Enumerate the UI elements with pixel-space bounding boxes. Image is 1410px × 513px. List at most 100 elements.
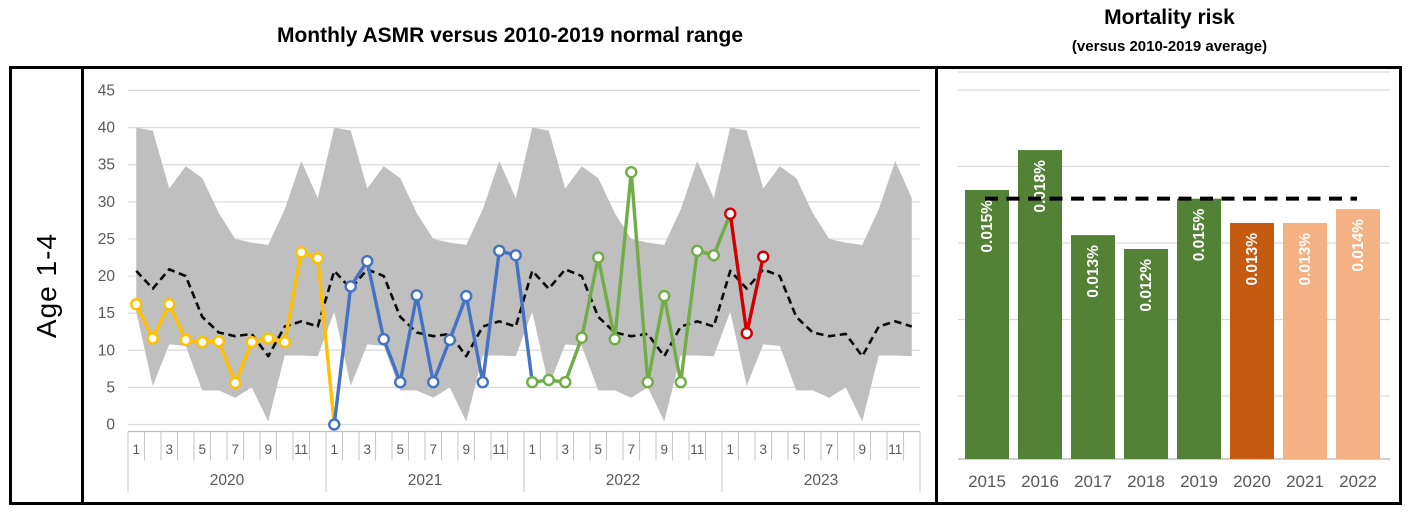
normal-range-band	[136, 127, 912, 422]
series-2020-marker	[212, 335, 225, 348]
average-dashed-line	[135, 268, 913, 358]
bar-year-label: 2020	[1233, 472, 1271, 491]
series-2022-marker	[625, 165, 638, 179]
month-label: 9	[462, 442, 470, 457]
series-2021-marker	[377, 332, 390, 346]
y-axis-label: 25	[98, 231, 115, 248]
bar-2016	[1018, 150, 1062, 459]
series-2021-marker	[493, 244, 506, 258]
month-label: 11	[294, 442, 308, 457]
series-2020-marker	[130, 298, 143, 311]
age-group-label: Age 1-4	[30, 232, 62, 339]
series-2020-marker	[311, 252, 324, 265]
cell-divider-right	[935, 66, 938, 505]
y-axis-label: 15	[98, 305, 115, 322]
y-axis-label: 5	[106, 379, 115, 396]
series-2020-marker	[146, 332, 159, 345]
series-2021-marker	[476, 375, 489, 389]
bar-2019	[1177, 198, 1221, 459]
month-label: 5	[594, 442, 602, 457]
month-label: 1	[330, 442, 338, 457]
year-label: 2023	[804, 472, 838, 489]
series-2022-marker	[608, 332, 621, 346]
year-label: 2020	[210, 472, 245, 489]
left-chart-title: Monthly ASMR versus 2010-2019 normal ran…	[276, 24, 744, 47]
bar-year-label: 2019	[1180, 472, 1218, 491]
series-2022-marker	[542, 373, 555, 387]
series-2021-marker	[394, 375, 407, 389]
cell-divider-left	[81, 66, 84, 505]
series-2021-marker	[328, 418, 341, 431]
series-2020-marker	[278, 335, 291, 349]
month-label: 9	[660, 442, 668, 457]
series-2023-marker	[724, 207, 737, 220]
mortality-bar-chart: 0.015% 2015 0.018% 2016 0.013% 2017 0.012% 2018…	[958, 71, 1390, 491]
right-chart-subtitle: (versus 2010-2019 average)	[1071, 38, 1268, 55]
month-label: 9	[858, 442, 866, 457]
series-2020-marker	[163, 298, 176, 311]
bar-year-label: 2018	[1127, 472, 1165, 491]
month-label: 7	[429, 442, 437, 457]
series-2022-marker	[641, 375, 654, 389]
y-axis-label: 35	[98, 157, 115, 174]
y-axis-label: 10	[98, 342, 116, 359]
bar-value-label: 0.015%	[1191, 208, 1208, 261]
month-label: 5	[198, 442, 206, 457]
series-2022-marker	[526, 375, 539, 389]
month-label: 3	[759, 442, 767, 457]
series-2020-marker	[295, 246, 308, 259]
series-2021-marker	[361, 255, 374, 268]
bar-2022	[1336, 209, 1380, 459]
month-label: 7	[627, 442, 635, 457]
series-2021-marker	[509, 249, 522, 262]
year-label: 2021	[408, 472, 442, 489]
month-label: 11	[888, 442, 902, 457]
bar-value-label: 0.014%	[1350, 219, 1367, 272]
series-2021-marker	[460, 289, 473, 303]
bar-2021	[1283, 222, 1327, 459]
series-2020-marker	[229, 376, 242, 390]
series-2021-marker	[427, 375, 440, 389]
bar-year-label: 2022	[1339, 472, 1377, 491]
month-label: 1	[132, 442, 140, 457]
bar-2015	[965, 190, 1009, 459]
y-axis-label: 45	[98, 83, 115, 100]
bar-2020	[1230, 222, 1274, 459]
month-label: 1	[528, 442, 536, 457]
y-axis-label: 30	[98, 194, 116, 211]
bar-year-label: 2017	[1074, 472, 1112, 491]
series-2023-marker	[740, 327, 753, 340]
series-2021-marker	[410, 289, 423, 302]
series-2023-marker	[757, 250, 770, 263]
series-2020-marker	[179, 333, 192, 347]
month-label: 7	[825, 442, 833, 457]
series-2022-marker	[674, 375, 687, 389]
age-group-cell: Age 1-4	[12, 66, 81, 505]
month-label: 5	[792, 442, 800, 457]
series-2020-marker	[262, 332, 275, 345]
bar-year-label: 2016	[1021, 472, 1059, 491]
month-label: 3	[165, 442, 173, 457]
bar-2017	[1071, 235, 1115, 459]
series-2022-marker	[691, 244, 704, 258]
month-label: 11	[690, 442, 704, 457]
series-2021-marker	[443, 333, 456, 347]
bar-year-label: 2015	[968, 472, 1006, 491]
bar-value-label: 0.013%	[1297, 233, 1314, 286]
series-2022-marker	[658, 289, 671, 303]
panel-frame	[9, 66, 1402, 505]
series-2022-marker	[559, 375, 572, 389]
series-2020-marker	[196, 335, 209, 349]
series-2022-marker	[575, 331, 588, 344]
month-label: 9	[264, 442, 272, 457]
right-chart-title: Mortality risk	[1104, 6, 1235, 29]
month-label: 3	[363, 442, 371, 457]
bar-value-label: 0.013%	[1085, 245, 1102, 298]
y-axis-label: 0	[106, 417, 115, 434]
month-label: 3	[561, 442, 569, 457]
series-2020-marker	[245, 335, 258, 349]
bar-2018	[1124, 249, 1168, 459]
y-axis-label: 40	[98, 120, 116, 137]
bar-value-label: 0.013%	[1244, 233, 1261, 286]
